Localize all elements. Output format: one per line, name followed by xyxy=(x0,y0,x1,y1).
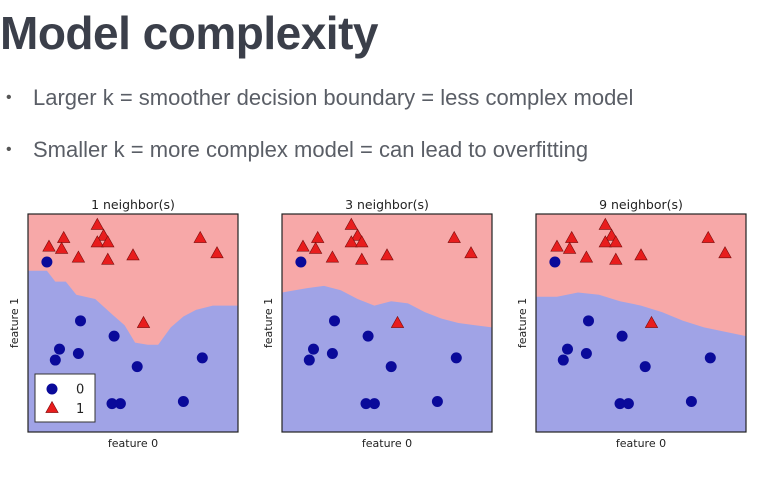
class-0-point xyxy=(72,348,84,360)
bullet-dot-icon: • xyxy=(6,89,12,106)
class-0-point xyxy=(385,361,397,373)
class-0-point xyxy=(616,330,628,342)
class-1-point xyxy=(355,252,369,265)
class-0-point xyxy=(685,395,697,407)
bullet-text: Larger k = smoother decision boundary = … xyxy=(33,85,634,110)
class-1-point xyxy=(210,246,224,259)
class-0-point xyxy=(622,398,634,410)
y-axis-label: feature 1 xyxy=(262,298,275,348)
class-1-point xyxy=(296,239,310,252)
class-0-point xyxy=(54,343,65,355)
class-0-point xyxy=(562,343,573,355)
chart-title: 9 neighbor(s) xyxy=(599,197,683,212)
class-0-point xyxy=(614,398,626,410)
class-0-point xyxy=(639,361,651,373)
class-0-point xyxy=(329,315,340,327)
class-1-point xyxy=(311,230,325,243)
class-1-point xyxy=(579,250,594,263)
class-1-point xyxy=(609,235,623,248)
class-1-point xyxy=(718,246,732,259)
class-0-point xyxy=(450,352,462,364)
class-0-point xyxy=(177,395,189,407)
class-1-point xyxy=(344,235,358,248)
class-0-point xyxy=(360,398,372,410)
class-0-point xyxy=(114,398,126,410)
class-0-point xyxy=(704,352,716,364)
class-0-point xyxy=(131,361,143,373)
class-0-point xyxy=(75,315,86,327)
y-axis-label: feature 1 xyxy=(8,298,21,348)
legend-label: 0 xyxy=(76,383,84,398)
class-1-point xyxy=(609,252,623,265)
legend-class-0-marker xyxy=(46,383,58,395)
class-1-point xyxy=(562,241,577,254)
class-1-point xyxy=(344,217,358,230)
class-0-point xyxy=(326,348,338,360)
class-1-point xyxy=(57,230,71,243)
class-1-point xyxy=(598,217,612,230)
chart-panel: 9 neighbor(s) feature 0 feature 1 xyxy=(516,197,747,450)
class-0-point xyxy=(295,256,307,268)
class-1-point xyxy=(71,250,86,263)
class-0-point xyxy=(549,256,561,268)
class-0-point xyxy=(49,354,61,366)
legend-box xyxy=(34,373,96,423)
class-1-point xyxy=(447,230,461,243)
class-1-point xyxy=(90,235,104,248)
class-0-point xyxy=(196,352,208,364)
class-1-point xyxy=(42,239,56,252)
class-0-point xyxy=(368,398,380,410)
class-1-point xyxy=(325,250,340,263)
class-0-point xyxy=(106,398,118,410)
legend: 01 xyxy=(34,373,96,423)
class-1-point xyxy=(126,248,140,261)
legend-class-1-marker xyxy=(45,400,59,413)
bullet-list: • Larger k = smoother decision boundary … xyxy=(6,84,633,188)
bullet-text: Smaller k = more complex model = can lea… xyxy=(33,137,589,162)
plot-frame xyxy=(535,213,747,433)
class-0-point xyxy=(580,348,592,360)
slide-title: Model complexity xyxy=(0,7,378,59)
legend-label: 1 xyxy=(76,402,84,417)
class-1-point xyxy=(390,315,405,328)
plot-frame xyxy=(281,213,493,433)
class-0-point xyxy=(308,343,319,355)
class-1-point xyxy=(701,230,715,243)
class-1-point xyxy=(634,248,648,261)
class-1-point xyxy=(565,230,579,243)
class-1-point xyxy=(464,246,478,259)
x-axis-label: feature 0 xyxy=(616,437,666,450)
class-1-point xyxy=(54,241,69,254)
bullet-item: • Smaller k = more complex model = can l… xyxy=(6,136,633,188)
class-1-point xyxy=(193,230,207,243)
class-0-point xyxy=(41,256,53,268)
bullet-item: • Larger k = smoother decision boundary … xyxy=(6,84,633,136)
class-0-point xyxy=(431,395,443,407)
x-axis-label: feature 0 xyxy=(108,437,158,450)
bullet-dot-icon: • xyxy=(6,141,12,158)
y-axis-label: feature 1 xyxy=(516,298,529,348)
chart-title: 3 neighbor(s) xyxy=(345,197,429,212)
chart-panel: 3 neighbor(s) feature 0 feature 1 xyxy=(262,197,493,450)
class-1-point xyxy=(101,252,115,265)
class-0-point xyxy=(303,354,315,366)
class-1-point xyxy=(136,315,151,328)
class-0-point xyxy=(108,330,120,342)
x-axis-label: feature 0 xyxy=(362,437,412,450)
class-0-point xyxy=(362,330,374,342)
class-1-point xyxy=(380,248,394,261)
class-0-point xyxy=(583,315,594,327)
class-1-point xyxy=(598,235,612,248)
class-0-point xyxy=(557,354,569,366)
class-1-point xyxy=(355,235,369,248)
class-1-point xyxy=(101,235,115,248)
class-1-point xyxy=(308,241,323,254)
class-1-point xyxy=(90,217,104,230)
class-1-point xyxy=(550,239,564,252)
chart-title: 1 neighbor(s) xyxy=(91,197,175,212)
class-1-point xyxy=(644,315,659,328)
plot-frame xyxy=(27,213,239,433)
